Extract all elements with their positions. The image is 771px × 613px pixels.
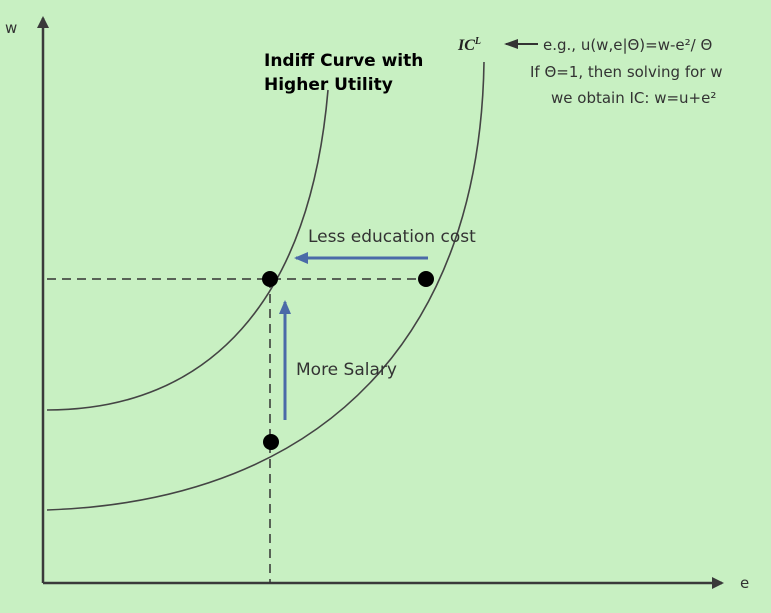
ic-label: ICL xyxy=(457,36,481,54)
more-salary-label: More Salary xyxy=(296,360,397,380)
indifference-curve-higher xyxy=(46,89,329,411)
annotation-line-1: e.g., u(w,e|Θ)=w-e²/ Θ xyxy=(543,36,712,54)
ic-label-superscript: L xyxy=(474,36,481,47)
ic-label-main: IC xyxy=(457,37,475,54)
less-education-label: Less education cost xyxy=(308,227,476,247)
annotation-line-3: we obtain IC: w=u+e² xyxy=(551,89,716,107)
point-higher-curve xyxy=(262,271,278,287)
higher-curve-label-line1: Indiff Curve with xyxy=(264,51,423,71)
y-axis-label: w xyxy=(5,19,17,37)
x-axis-label: e xyxy=(740,574,749,592)
annotation-line-2: If Θ=1, then solving for w xyxy=(530,63,722,81)
indifference-curve-lower xyxy=(46,61,485,511)
point-lower-curve-left xyxy=(263,434,279,450)
higher-curve-label-line2: Higher Utility xyxy=(264,75,393,95)
point-lower-curve-right xyxy=(418,271,434,287)
